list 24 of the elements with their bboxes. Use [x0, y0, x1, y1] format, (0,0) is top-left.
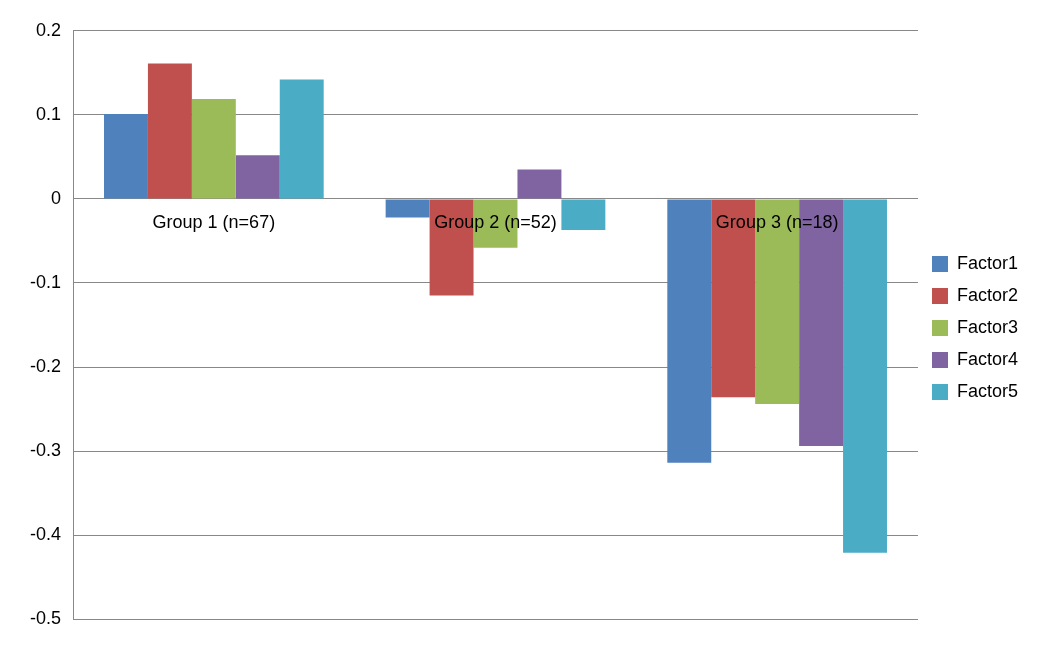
bar — [235, 155, 280, 199]
bar — [667, 199, 712, 463]
bar — [191, 98, 236, 199]
y-tick-label: 0.1 — [35, 103, 62, 124]
y-tick-label: -0.3 — [29, 440, 62, 461]
x-tick-label: Group 1 (n=67) — [152, 211, 276, 232]
bar — [385, 199, 430, 218]
y-tick-label: 0.2 — [35, 19, 62, 40]
legend-label: Factor2 — [956, 284, 1019, 305]
bar — [843, 199, 887, 553]
legend-label: Factor5 — [956, 380, 1019, 401]
bar — [517, 169, 562, 199]
bar — [279, 79, 324, 199]
y-tick-label: -0.1 — [29, 271, 62, 292]
bar — [147, 63, 192, 199]
bar — [104, 114, 148, 199]
legend-label: Factor1 — [956, 252, 1019, 273]
bar — [561, 199, 606, 231]
legend-label: Factor3 — [956, 316, 1019, 337]
y-tick-label: -0.2 — [29, 356, 62, 376]
legend-label: Factor4 — [956, 348, 1019, 369]
y-tick-label: 0 — [51, 187, 62, 208]
y-tick-label: -0.5 — [29, 608, 62, 629]
y-tick-label: -0.4 — [29, 524, 62, 545]
